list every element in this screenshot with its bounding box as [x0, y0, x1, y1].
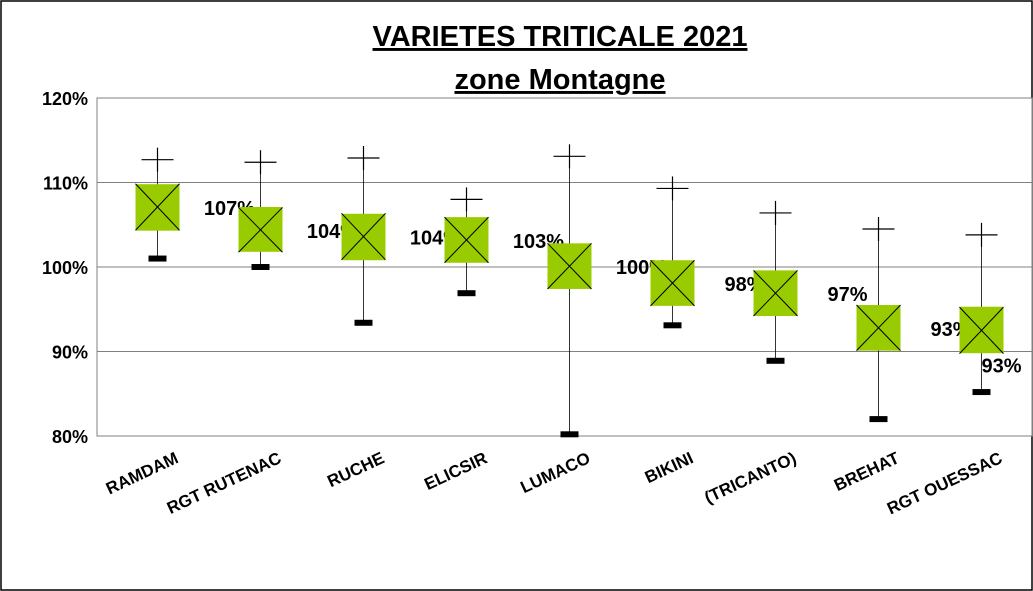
y-tick-label: 80% [52, 427, 88, 447]
min-marker [148, 255, 167, 262]
y-tick-label: 90% [52, 343, 88, 363]
y-tick-label: 110% [43, 174, 88, 194]
mean-marker [341, 212, 386, 261]
mean-marker [547, 242, 592, 290]
mean-marker [238, 207, 283, 253]
mean-marker [135, 183, 180, 231]
min-marker [972, 389, 991, 396]
min-marker [560, 431, 579, 438]
min-marker [766, 357, 785, 364]
mean-marker [650, 259, 695, 307]
mean-marker [856, 304, 901, 352]
min-marker [354, 319, 373, 326]
min-marker [457, 290, 476, 297]
min-marker [663, 322, 682, 329]
mean-marker [959, 306, 1004, 354]
mean-marker [753, 270, 798, 317]
min-marker [251, 264, 270, 270]
mean-marker [444, 216, 489, 264]
y-tick-label: 120% [42, 89, 88, 109]
min-marker [869, 416, 888, 423]
data-label: 93% [981, 355, 1021, 377]
data-label: 97% [827, 284, 867, 306]
chart-subtitle: zone Montagne [454, 64, 665, 96]
y-tick-label: 100% [42, 258, 88, 278]
chart-title: VARIETES TRITICALE 2021 [373, 21, 748, 53]
